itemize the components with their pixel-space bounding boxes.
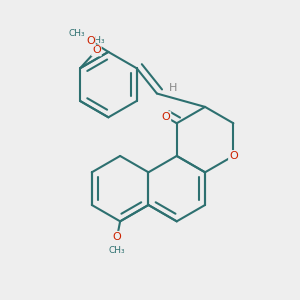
Text: O: O	[86, 36, 95, 46]
Text: CH₃: CH₃	[109, 246, 125, 255]
Text: O: O	[113, 232, 122, 242]
Text: O: O	[162, 112, 170, 122]
Text: CH₃: CH₃	[69, 29, 85, 38]
Text: O: O	[229, 151, 238, 161]
Text: CH₃: CH₃	[88, 35, 105, 44]
Text: O: O	[92, 45, 101, 56]
Text: H: H	[169, 83, 177, 93]
